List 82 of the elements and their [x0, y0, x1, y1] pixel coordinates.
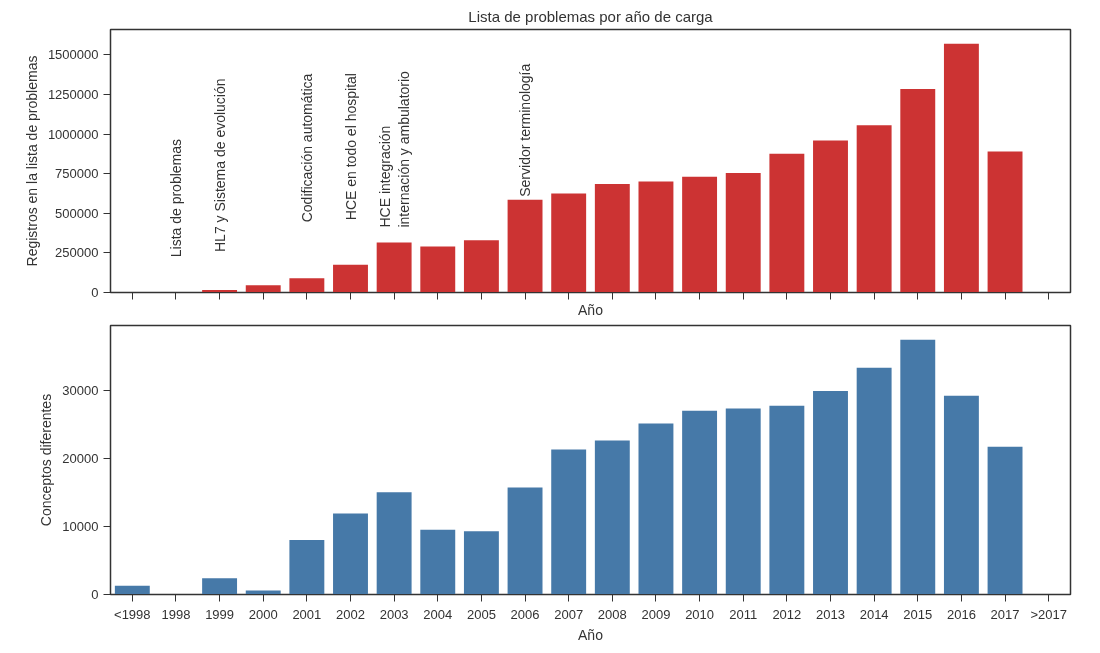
y-tick-label: 20000	[62, 450, 99, 466]
x-tick-label: >2017	[1030, 606, 1067, 622]
x-axis-title: Año	[578, 301, 604, 318]
x-tick-label: 2015	[903, 606, 933, 622]
y-tick-label: 750000	[55, 166, 99, 182]
bar	[682, 410, 718, 595]
bar	[856, 367, 892, 595]
x-tick-label: 2004	[423, 606, 453, 622]
bar	[333, 513, 368, 595]
x-tick-label: 2014	[859, 606, 889, 622]
bar	[245, 285, 281, 293]
bar	[987, 151, 1023, 293]
annotation: HL7 y Sistema de evolución	[211, 78, 228, 252]
bar	[725, 408, 761, 595]
bar	[202, 578, 238, 595]
y-tick-label: 500000	[55, 205, 99, 221]
bar	[376, 492, 412, 595]
x-tick-label: 2006	[510, 606, 540, 622]
y-axis-title: Registros en la lista de problemas	[23, 55, 40, 267]
bar	[594, 183, 630, 293]
y-tick-label: 0	[91, 587, 99, 602]
chart-title: Lista de problemas por año de carga	[468, 7, 714, 25]
bar	[507, 199, 543, 293]
x-tick-label: 2013	[816, 606, 845, 622]
bar	[987, 446, 1023, 595]
bar	[333, 264, 368, 293]
bar	[900, 88, 936, 293]
bar	[594, 440, 630, 595]
bar	[856, 125, 892, 293]
bar	[900, 339, 936, 595]
x-tick-label: 2007	[554, 606, 584, 622]
annotation: HCE integración internación y ambulatorio	[376, 70, 412, 228]
bar	[638, 181, 674, 293]
x-tick-label: 2012	[772, 606, 802, 622]
bar	[769, 153, 805, 293]
x-tick-label: 2009	[641, 606, 671, 622]
bar	[813, 390, 848, 595]
bar	[943, 43, 979, 293]
y-tick-label: 1500000	[47, 47, 99, 63]
x-axis-title: Año	[578, 626, 604, 643]
bar	[420, 529, 456, 595]
x-tick-label: 2016	[946, 606, 976, 622]
annotation: Servidor terminología	[517, 63, 534, 197]
x-tick-label: <1998	[114, 606, 151, 622]
bar	[289, 278, 325, 293]
bar	[725, 172, 761, 293]
bar	[507, 487, 543, 595]
x-tick-label: 2011	[729, 606, 758, 622]
x-tick-label: 2005	[466, 606, 496, 622]
bar	[245, 590, 281, 595]
x-tick-label: 2008	[597, 606, 627, 622]
y-tick-label: 1250000	[47, 86, 99, 102]
bar	[114, 585, 150, 595]
bar	[551, 193, 587, 293]
x-tick-label: 1999	[205, 606, 235, 622]
y-tick-label: 250000	[55, 245, 99, 261]
bar	[463, 531, 499, 595]
bar	[289, 540, 325, 595]
bar	[769, 405, 805, 595]
x-tick-label: 1998	[161, 606, 191, 622]
x-tick-label: 2000	[248, 606, 278, 622]
y-tick-label: 0	[91, 285, 99, 300]
bar	[813, 140, 848, 293]
x-tick-label: 2010	[685, 606, 715, 622]
y-tick-label: 30000	[62, 382, 99, 398]
annotation: Lista de problemas	[167, 138, 184, 258]
x-tick-label: 2017	[990, 606, 1020, 622]
bar	[638, 423, 674, 595]
annotation: Codificación automática	[298, 73, 315, 223]
y-tick-label: 1000000	[47, 126, 99, 142]
bar	[943, 395, 979, 595]
bar	[420, 246, 456, 293]
bar	[376, 242, 412, 293]
bar	[551, 449, 587, 595]
bar	[682, 176, 718, 293]
y-axis-title: Conceptos diferentes	[38, 393, 55, 527]
annotation: HCE en todo el hospital	[342, 73, 359, 221]
y-tick-label: 10000	[62, 518, 99, 534]
x-tick-label: 2001	[292, 606, 322, 622]
x-tick-label: 2003	[379, 606, 409, 622]
bar	[463, 240, 499, 293]
x-tick-label: 2002	[336, 606, 365, 622]
